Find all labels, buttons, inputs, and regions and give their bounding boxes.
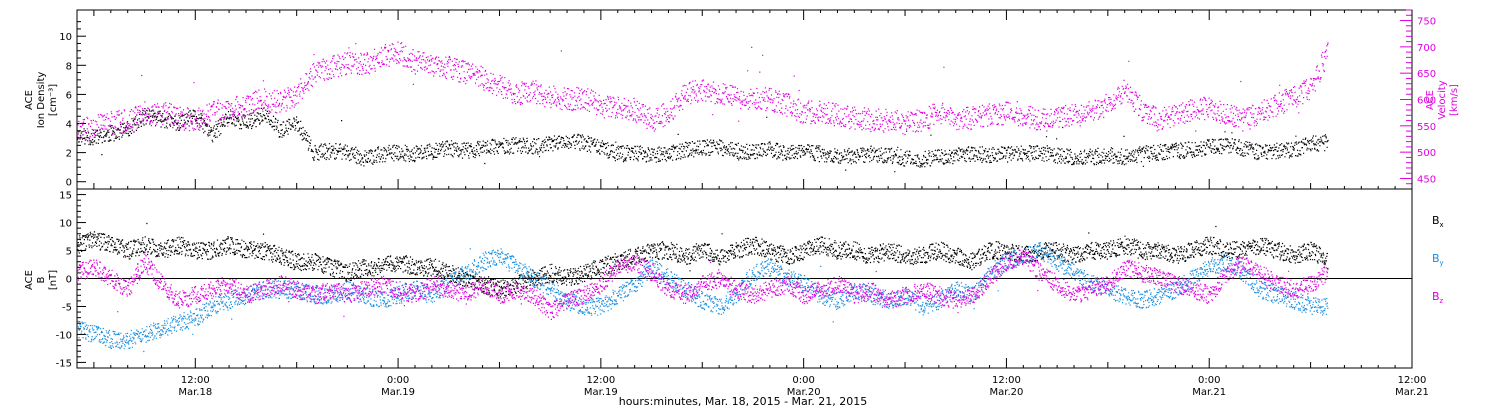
field-tick-label: 0 bbox=[66, 275, 72, 286]
legend-label: Bz bbox=[1432, 290, 1444, 305]
density-tick-label: 6 bbox=[66, 90, 72, 101]
field-tick-label: 15 bbox=[59, 191, 72, 202]
legend-subscript: y bbox=[1440, 259, 1444, 267]
field-axis-title: ACE B [nT] bbox=[24, 270, 59, 290]
velocity-tick-label: 750 bbox=[1417, 17, 1436, 28]
legend-bz: Bz bbox=[1432, 290, 1444, 305]
legend-label: Bx bbox=[1432, 214, 1444, 229]
legend-by: By bbox=[1432, 252, 1444, 267]
x-tick-time: 12:00 bbox=[1398, 375, 1427, 386]
time-axis-title: hours:minutes, Mar. 18, 2015 - Mar. 21, … bbox=[619, 395, 868, 408]
density-series bbox=[77, 107, 1329, 173]
points-bz bbox=[77, 248, 1329, 320]
time-axis: 12:00Mar.180:00Mar.1912:00Mar.190:00Mar.… bbox=[93, 10, 1429, 398]
velocity-axis-title-line: Velocity bbox=[1437, 80, 1448, 119]
x-tick-date: Mar.19 bbox=[584, 387, 618, 398]
density-tick-label: 10 bbox=[59, 32, 72, 43]
field-tick-label: -5 bbox=[62, 302, 72, 313]
legend-bx: Bx bbox=[1432, 214, 1444, 229]
legend-subscript: z bbox=[1440, 297, 1444, 305]
x-tick-time: 0:00 bbox=[1198, 375, 1220, 386]
x-tick-date: Mar.20 bbox=[787, 387, 821, 398]
density-axis-title-line: [cm⁻³] bbox=[48, 84, 59, 116]
field-tick-label: -15 bbox=[56, 358, 72, 369]
x-tick-time: 12:00 bbox=[586, 375, 615, 386]
velocity-axis-title-line: [km/s] bbox=[1449, 84, 1460, 116]
velocity-tick-label: 650 bbox=[1417, 69, 1436, 80]
x-tick-time: 0:00 bbox=[792, 375, 814, 386]
x-tick-date: Mar.21 bbox=[1192, 387, 1226, 398]
field-tick-label: 5 bbox=[66, 247, 72, 258]
field-tick-label: 10 bbox=[59, 219, 72, 230]
velocity-axis-title: ACE Velocity [km/s] bbox=[1425, 80, 1460, 119]
x-tick-date: Mar.21 bbox=[1395, 387, 1429, 398]
series-by bbox=[77, 242, 1329, 353]
velocity-tick-label: 700 bbox=[1417, 43, 1436, 54]
x-tick-time: 12:00 bbox=[992, 375, 1021, 386]
velocity-tick-label: 600 bbox=[1417, 96, 1436, 107]
x-tick-time: 0:00 bbox=[387, 375, 409, 386]
density-axis-title-line: ACE bbox=[24, 90, 35, 110]
field-tick-label: -10 bbox=[56, 330, 72, 341]
field-axis-title-line: [nT] bbox=[48, 270, 59, 290]
density-points bbox=[77, 107, 1329, 173]
velocity-axis-title-line: ACE bbox=[1425, 90, 1436, 110]
velocity-tick-label: 550 bbox=[1417, 122, 1436, 133]
density-tick-label: 0 bbox=[66, 178, 72, 189]
density-axis-title: ACE Ion Density [cm⁻³] bbox=[24, 72, 59, 129]
density-tick-label: 4 bbox=[66, 120, 72, 131]
x-tick-date: Mar.20 bbox=[990, 387, 1024, 398]
points-by bbox=[77, 242, 1329, 353]
velocity-series bbox=[77, 41, 1329, 147]
series-bz bbox=[77, 248, 1329, 320]
velocity-tick-label: 450 bbox=[1417, 174, 1436, 185]
legend-label: By bbox=[1432, 252, 1444, 267]
velocity-tick-label: 500 bbox=[1417, 148, 1436, 159]
field-axis-title-line: B bbox=[36, 276, 47, 283]
x-tick-date: Mar.18 bbox=[178, 387, 212, 398]
legend-subscript: x bbox=[1440, 221, 1444, 229]
velocity-points bbox=[77, 41, 1329, 147]
density-tick-label: 8 bbox=[66, 61, 72, 72]
field-axis-title-line: ACE bbox=[24, 270, 35, 290]
x-tick-date: Mar.19 bbox=[381, 387, 415, 398]
density-tick-label: 2 bbox=[66, 149, 72, 160]
x-tick-time: 12:00 bbox=[181, 375, 210, 386]
density-axis-title-line: Ion Density bbox=[36, 72, 47, 129]
